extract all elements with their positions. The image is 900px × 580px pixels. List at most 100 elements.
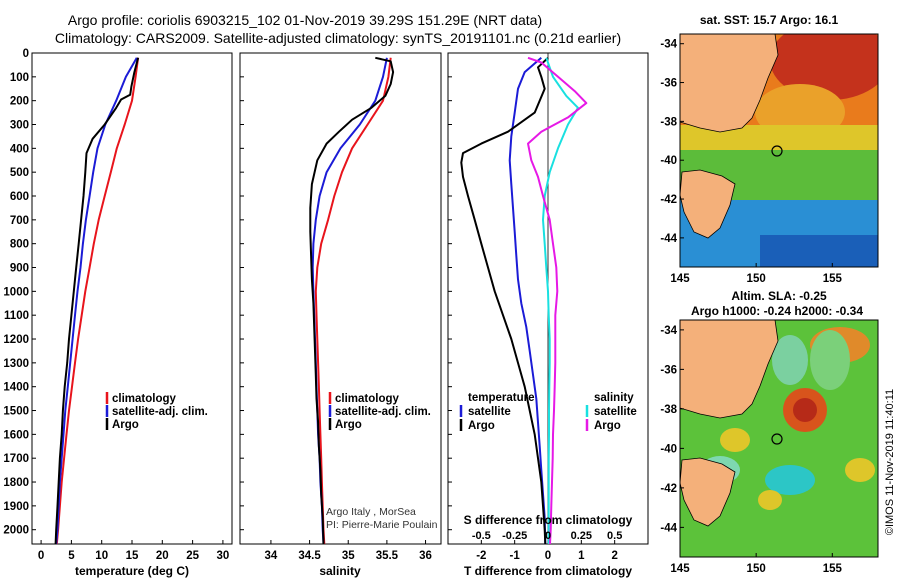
x-tick-label: 36 (419, 550, 432, 562)
sst-map-title: sat. SST: 15.7 Argo: 16.1 (700, 13, 839, 27)
legend-climatology: climatology (112, 393, 177, 405)
difference-series (460, 56, 588, 545)
map-x-tick-label: 155 (823, 563, 843, 575)
legend-sal-argo: Argo (594, 420, 621, 432)
sla-map-ticks: 145 150 155 -34 -36 -38 -40 -42 -44 (660, 325, 842, 575)
x-tick-label: 0 (545, 550, 551, 562)
series-line-satellite-adj-clim- (311, 57, 388, 545)
map-x-tick-label: 150 (747, 563, 766, 575)
x-tick-label: 34.5 (298, 550, 321, 562)
sla-map-title: Altim. SLA: -0.25 (731, 289, 827, 303)
map-y-tick-label: -38 (660, 116, 677, 128)
depth-tick-label: 600 (10, 191, 29, 203)
depth-tick-label: 1500 (3, 406, 29, 418)
x-tick-label: 35 (342, 550, 355, 562)
map-y-tick-label: -42 (660, 194, 677, 206)
sla-low-1 (765, 465, 815, 495)
x-tick-label: 30 (217, 550, 230, 562)
salinity-difference-ticks: -0.5 -0.25 0 0.25 0.5 (472, 530, 622, 542)
map-y-tick-label: -34 (660, 39, 677, 51)
difference-xlabel: T difference from climatology (464, 564, 632, 578)
sst-hot-core (770, 34, 878, 100)
legend-argo: Argo (112, 419, 139, 431)
depth-tick-label: 1100 (4, 310, 29, 322)
depth-tick-label: 300 (10, 120, 29, 132)
x-tick-label: 0 (38, 550, 44, 562)
legend-temp-satellite: satellite (468, 406, 511, 418)
depth-tick-label: 400 (10, 143, 29, 155)
sst-mainland (680, 34, 779, 133)
sla-map-subtitle: Argo h1000: -0.24 h2000: -0.34 (691, 304, 863, 318)
map-y-tick-label: -40 (660, 443, 677, 455)
series-line-argo (54, 57, 140, 545)
depth-tick-label: 1000 (3, 286, 29, 298)
legend-satellite: satellite-adj. clim. (335, 406, 431, 418)
sla-high-2 (758, 490, 782, 510)
sst-tasmania (680, 169, 736, 239)
legend-temp-argo: Argo (468, 420, 495, 432)
map-x-tick-label: 145 (670, 273, 690, 285)
x-tick-label: -1 (510, 550, 521, 562)
depth-tick-label: 0 (23, 48, 29, 60)
series-line-satellite (508, 57, 547, 545)
legend-climatology: climatology (335, 393, 400, 405)
salinity-diff-tick-label: -0.5 (472, 530, 491, 542)
sla-argo-marker (771, 433, 783, 445)
sst-argo-marker (771, 145, 783, 157)
series-line-argo (460, 57, 549, 545)
sst-map (679, 33, 879, 268)
series-line-argo (527, 56, 588, 545)
sst-map-ticks: 145 150 155 -34 -36 -38 -40 -42 -44 (660, 39, 842, 285)
series-line-climatology (314, 57, 392, 545)
map-y-tick-label: -44 (660, 233, 677, 245)
sla-tasmania (680, 457, 736, 527)
x-tick-label: 34 (265, 550, 278, 562)
depth-tick-label: 900 (10, 263, 29, 275)
depth-tick-label: 500 (10, 167, 29, 179)
sla-map (679, 319, 879, 558)
legend-argo: Argo (335, 419, 362, 431)
sla-anomaly-core (793, 398, 817, 422)
x-tick-label: -2 (476, 550, 486, 562)
depth-axis: 0 100 200 300 400 500 600 700 800 900 1000 1100 1200… (3, 48, 452, 537)
sla-low-3 (772, 335, 808, 385)
temperature-xlabel: temperature (deg C) (75, 564, 189, 578)
depth-tick-label: 700 (10, 215, 29, 227)
legend-salinity-header: salinity (594, 392, 634, 404)
temperature-series (54, 57, 140, 545)
title-line-2: Climatology: CARS2009. Satellite-adjuste… (55, 30, 621, 46)
depth-tick-label: 800 (10, 239, 29, 251)
x-tick-label: 5 (68, 550, 75, 562)
map-x-tick-label: 150 (747, 273, 766, 285)
sla-mainland (680, 320, 779, 419)
salinity-diff-tick-label: 0.5 (607, 530, 622, 542)
legend-sal-satellite: satellite (594, 406, 637, 418)
depth-tick-label: 1200 (3, 334, 29, 346)
x-tick-label: 20 (156, 550, 169, 562)
x-tick-label: 2 (611, 550, 617, 562)
depth-tick-label: 2000 (3, 525, 29, 537)
salinity-diff-tick-label: 0 (545, 530, 551, 542)
map-y-tick-label: -36 (660, 78, 677, 90)
temperature-legend: climatology satellite-adj. clim. Argo (105, 392, 208, 431)
x-tick-label: 10 (95, 550, 108, 562)
depth-tick-label: 1400 (3, 382, 29, 394)
map-y-tick-label: -38 (660, 404, 677, 416)
map-y-tick-label: -36 (660, 364, 677, 376)
temperature-x-ticks: 0 5 10 15 20 25 30 (38, 540, 229, 562)
title-line-1: Argo profile: coriolis 6903215_102 01-No… (68, 12, 542, 28)
difference-legend: temperature satellite Argo salinity sate… (459, 392, 637, 432)
difference-xlabel-top: S difference from climatology (464, 513, 633, 527)
difference-x-ticks: -2 -1 0 1 2 (476, 540, 618, 562)
salinity-legend: climatology satellite-adj. clim. Argo (328, 392, 431, 431)
salinity-diff-tick-label: 0.25 (571, 530, 592, 542)
salinity-x-ticks: 34 34.5 35 35.5 36 (265, 540, 432, 562)
salinity-xlabel: salinity (319, 564, 361, 578)
sst-cold-patch (760, 235, 878, 267)
series-line-satellite-adj-clim- (55, 57, 138, 545)
x-tick-label: 1 (578, 550, 585, 562)
depth-tick-label: 1800 (3, 477, 29, 489)
depth-tick-label: 1900 (3, 501, 29, 513)
imos-credit: ©IMOS 11-Nov-2019 11:40:11 (884, 389, 896, 535)
